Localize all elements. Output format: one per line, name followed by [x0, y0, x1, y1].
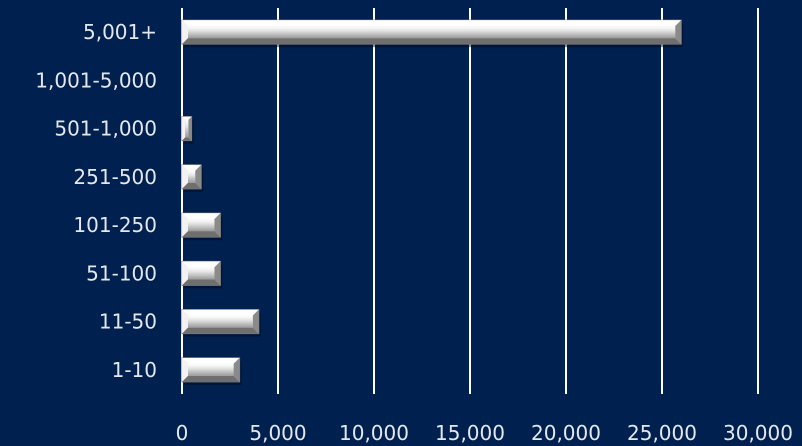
bar — [181, 260, 223, 289]
bar — [181, 309, 261, 337]
bar — [181, 19, 684, 48]
x-tick-label: 10,000 — [339, 421, 409, 445]
x-tick-label: 15,000 — [435, 421, 505, 445]
category-label: 251-500 — [73, 165, 157, 189]
x-tick-label: 20,000 — [531, 421, 601, 445]
category-label: 51-100 — [86, 261, 157, 285]
bars — [181, 19, 684, 385]
x-tick-label: 0 — [176, 421, 189, 445]
category-label: 1,001-5,000 — [35, 68, 157, 92]
bar — [181, 164, 204, 192]
x-tick-label: 5,000 — [249, 421, 306, 445]
x-tick-label: 25,000 — [627, 421, 697, 445]
category-label: 5,001+ — [83, 20, 157, 44]
category-label: 501-1,000 — [54, 117, 157, 141]
bar — [181, 212, 223, 241]
category-label: 1-10 — [112, 358, 157, 382]
bar — [181, 116, 194, 144]
category-label: 11-50 — [99, 310, 157, 334]
category-label: 101-250 — [73, 213, 157, 237]
category-labels: 1-10 11-50 51-100 101-250 251-500 501-1,000 1,… — [35, 20, 157, 382]
gridlines — [181, 8, 759, 394]
x-tick-labels: 0 5,000 10,000 15,000 20,000 25,000 30,000 — [176, 421, 793, 445]
x-tick-label: 30,000 — [723, 421, 793, 445]
bar — [181, 357, 242, 385]
